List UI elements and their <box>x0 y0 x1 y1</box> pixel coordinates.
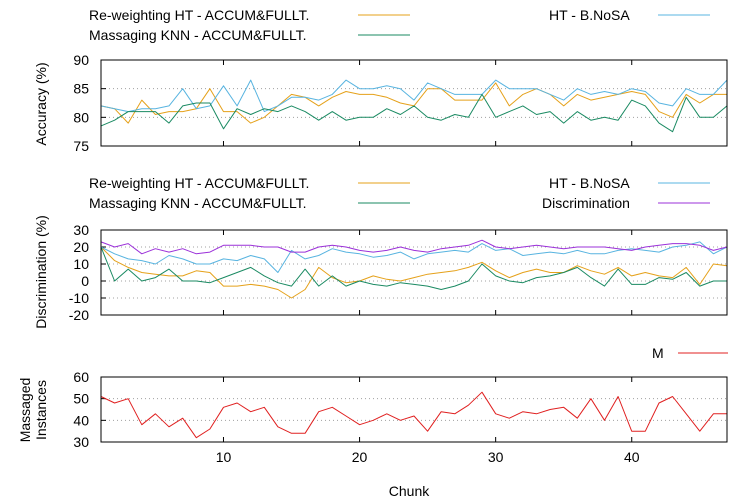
legend-label-massaging: Massaging KNN - ACCUM&FULLT. <box>89 27 307 43</box>
legend-label-ht-bnosa: HT - B.NoSA <box>549 175 630 191</box>
series-line-massaging-knn-accum-fullt <box>100 93 728 133</box>
legend-label-discrimination: Discrimination <box>542 195 630 211</box>
y-tick-label: -20 <box>69 307 89 323</box>
y-axis-title-line: Massaged <box>17 378 33 443</box>
legend-label-massaging: Massaging KNN - ACCUM&FULLT. <box>89 195 307 211</box>
y-tick-label: 90 <box>73 52 89 68</box>
y-tick-label: 80 <box>73 109 89 125</box>
y-tick-label: 75 <box>73 138 89 154</box>
y-axis-title-massaged-text: MassagedInstances <box>17 378 49 443</box>
x-axis-title: Chunk <box>389 483 430 499</box>
y-tick-label: 60 <box>73 369 89 385</box>
legend-label-reweighting: Re-weighting HT - ACCUM&FULLT. <box>89 175 309 191</box>
x-tick-label: 20 <box>352 449 368 465</box>
x-tick-label: 30 <box>488 449 504 465</box>
y-tick-label: 10 <box>73 256 89 272</box>
series-line-ht-b-nosa <box>100 79 728 113</box>
plot-frame <box>100 229 728 316</box>
y-tick-label: 50 <box>73 391 89 407</box>
legend-panel-2: Re-weighting HT - ACCUM&FULLT. HT - B.No… <box>89 175 710 211</box>
y-axis-title-accuracy: Accuracy (%) <box>33 62 49 145</box>
y-axis-title-discrimination: Discrimination (%) <box>33 215 49 329</box>
x-tick-label: 10 <box>216 449 232 465</box>
y-tick-label: 30 <box>73 222 89 238</box>
y-axis-title-line: Instances <box>33 380 49 440</box>
y-tick-label: 40 <box>73 412 89 428</box>
y-tick-label: 0 <box>81 273 89 289</box>
plot-frame <box>100 59 728 147</box>
y-tick-label: 30 <box>73 434 89 450</box>
series-line-re-weighting-ht-accum-fullt <box>100 246 728 299</box>
y-axis-title-massaged: MassagedInstances <box>17 378 49 443</box>
legend-label-ht-bnosa: HT - B.NoSA <box>549 7 630 23</box>
y-tick-label: 20 <box>73 239 89 255</box>
series-line-discrimination <box>100 239 728 255</box>
series-line-massaging-knn-accum-fullt <box>100 246 727 290</box>
legend-panel-1: Re-weighting HT - ACCUM&FULLT. HT - B.No… <box>89 7 710 43</box>
plot-frame <box>100 376 728 443</box>
legend-label-reweighting: Re-weighting HT - ACCUM&FULLT. <box>89 7 309 23</box>
x-tick-label: 40 <box>624 449 640 465</box>
series-line-m <box>100 391 727 439</box>
legend-panel-3: M <box>652 345 728 361</box>
legend-label-m: M <box>652 345 664 361</box>
series-line-ht-b-nosa <box>100 241 728 273</box>
y-tick-label: -10 <box>69 290 89 306</box>
y-tick-label: 85 <box>73 81 89 97</box>
